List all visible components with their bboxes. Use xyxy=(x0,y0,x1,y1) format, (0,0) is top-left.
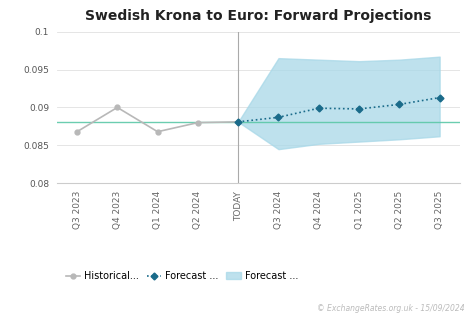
Text: © ExchangeRates.org.uk - 15/09/2024: © ExchangeRates.org.uk - 15/09/2024 xyxy=(317,304,465,313)
Legend: Historical..., Forecast ..., Forecast ...: Historical..., Forecast ..., Forecast ..… xyxy=(62,267,302,285)
Title: Swedish Krona to Euro: Forward Projections: Swedish Krona to Euro: Forward Projectio… xyxy=(85,9,431,23)
